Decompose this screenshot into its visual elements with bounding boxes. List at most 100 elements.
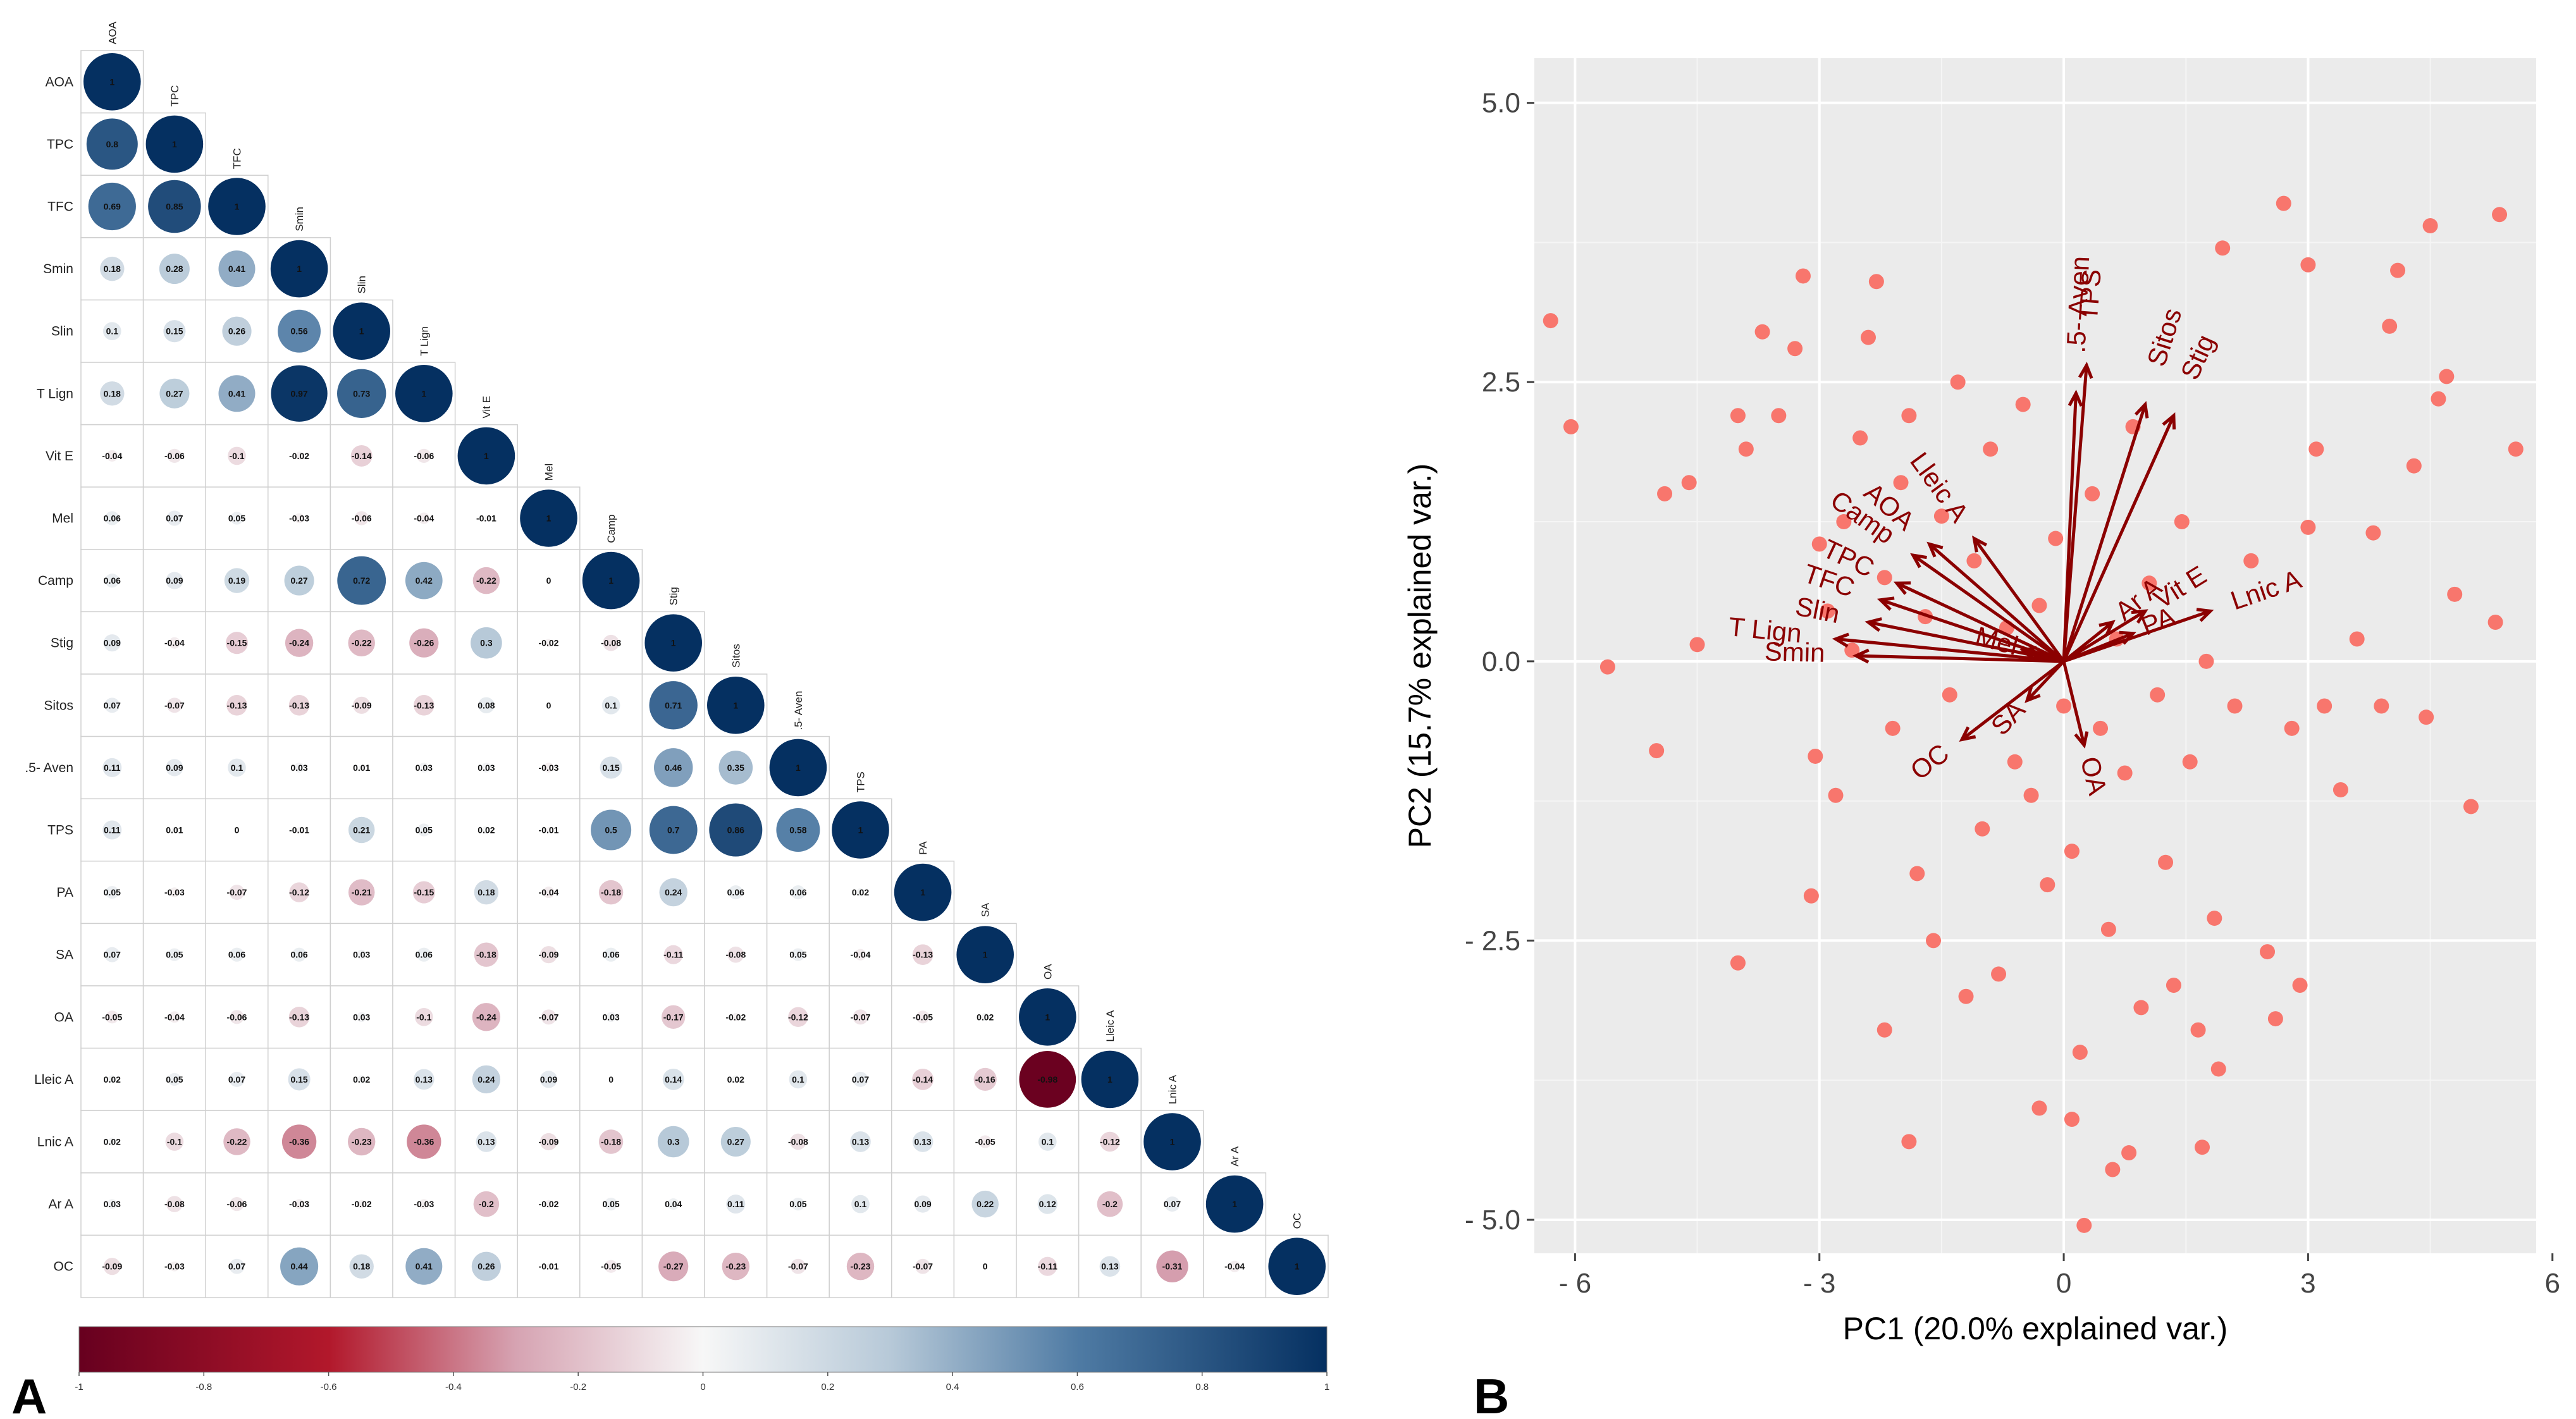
correlation-value: -0.11 (663, 950, 683, 960)
correlation-circle (168, 1072, 182, 1086)
correlation-circle (851, 1195, 870, 1213)
data-point (1983, 441, 1999, 457)
correlation-circle (418, 512, 430, 524)
correlation-value: 0.02 (104, 1074, 121, 1084)
correlation-value: 0.06 (602, 950, 619, 960)
correlation-value: -0.12 (289, 887, 309, 897)
correlation-circle (280, 1247, 319, 1286)
data-point (1730, 955, 1746, 971)
correlation-value: 0.97 (290, 388, 307, 398)
column-label: Camp (605, 514, 617, 543)
loading-label: TPS (2073, 268, 2107, 322)
correlation-circle (356, 949, 367, 960)
correlation-value: -0.15 (414, 887, 434, 897)
correlation-circle (973, 1067, 997, 1091)
correlation-value: 0.15 (166, 326, 183, 336)
correlation-value: 1 (235, 202, 240, 212)
correlation-value: 0.41 (228, 264, 245, 274)
row-label: Slin (51, 324, 73, 339)
correlation-value: -0.36 (289, 1137, 309, 1147)
loading-arrowhead (2068, 390, 2083, 407)
correlation-value: -0.22 (476, 575, 496, 586)
correlation-value: 0.41 (228, 388, 245, 398)
correlation-value: 0.05 (104, 887, 121, 897)
correlation-value: -0.1 (229, 451, 244, 461)
column-label: AOA (106, 21, 118, 44)
correlation-circle (105, 511, 120, 525)
row-label: SA (56, 948, 73, 962)
correlation-value: 0.07 (104, 950, 121, 960)
loading-arrowhead (1926, 541, 1944, 558)
correlation-value: 0.24 (665, 887, 682, 897)
correlation-circle (483, 515, 490, 522)
data-point (2040, 877, 2055, 893)
loading-arrow (1880, 598, 2064, 663)
correlation-circle (412, 881, 435, 904)
correlation-value: -0.23 (352, 1137, 372, 1147)
correlation-value: -0.22 (227, 1137, 247, 1147)
data-point (1958, 988, 1974, 1004)
row-label: TFC (47, 200, 73, 214)
row-label: Vit E (46, 449, 73, 464)
correlation-circle (83, 53, 141, 111)
correlation-value: -0.31 (1162, 1262, 1183, 1272)
data-point (2158, 854, 2174, 870)
data-point (2117, 765, 2133, 781)
correlation-value: 0.3 (667, 1137, 680, 1147)
correlation-circle (281, 1124, 317, 1159)
correlation-circle (168, 637, 180, 649)
correlation-value: 0.09 (166, 763, 183, 773)
colorbar-tick-label: -0.8 (195, 1382, 212, 1392)
correlation-value: 0.21 (353, 825, 370, 835)
data-point (1787, 341, 1803, 357)
correlation-circle (271, 365, 328, 422)
correlation-value: 1 (359, 326, 364, 336)
data-point (2267, 1011, 2283, 1027)
correlation-circle (230, 1010, 244, 1024)
correlation-value: 0.01 (166, 825, 183, 835)
y-axis-title: PC2 (15.7% explained var.) (1402, 464, 1438, 849)
correlation-value: 1 (1045, 1012, 1050, 1022)
row-label: Lnic A (37, 1135, 73, 1150)
correlation-value: -0.02 (352, 1199, 372, 1209)
correlation-value: 0.09 (914, 1199, 931, 1209)
data-point (2174, 514, 2190, 530)
data-point (1738, 441, 1754, 457)
matrix-cell (1016, 1234, 1080, 1298)
correlation-value: 0.69 (104, 202, 121, 212)
loading-arrow (2062, 610, 2147, 663)
correlation-circle (350, 445, 373, 467)
correlation-value: 0.03 (353, 950, 370, 960)
correlation-circle (285, 629, 314, 657)
correlation-circle (457, 427, 515, 485)
column-label: Slin (356, 276, 368, 293)
correlation-value: -0.14 (352, 451, 372, 461)
correlation-value: 0.14 (665, 1074, 682, 1084)
row-label: Ar A (48, 1197, 73, 1212)
correlation-circle (218, 250, 256, 288)
correlation-value: -0.1 (167, 1137, 182, 1147)
correlation-value: -0.03 (289, 1199, 309, 1209)
correlation-value: -0.08 (601, 638, 621, 648)
correlation-circle (649, 681, 698, 730)
data-point (2100, 921, 2116, 937)
data-point (2076, 1217, 2092, 1233)
row-label: Sitos (44, 698, 73, 713)
correlation-circle (405, 562, 443, 599)
correlation-circle (107, 1199, 118, 1209)
correlation-value: -0.07 (227, 887, 247, 897)
points-layer (1543, 195, 2524, 1233)
data-point (1950, 374, 1966, 390)
data-point (2093, 720, 2109, 736)
colorbar-tick-label: 0.4 (946, 1382, 959, 1392)
correlation-value: 0.13 (1101, 1262, 1118, 1272)
pca-biplot-panel: - 6 - 3 0 3 6 5.0 2.5 0.0 - 2.5 - 5.0 TPS.5- Aven S… (1402, 58, 2560, 1346)
correlation-circle (541, 1009, 557, 1025)
correlation-circle (956, 926, 1014, 983)
loading-arrowhead (2134, 401, 2149, 419)
column-label: Lnic A (1167, 1074, 1179, 1104)
column-label: Stig (668, 587, 680, 605)
data-point (2300, 257, 2316, 273)
correlation-value: 1 (733, 700, 738, 710)
correlation-circle (791, 1197, 805, 1211)
